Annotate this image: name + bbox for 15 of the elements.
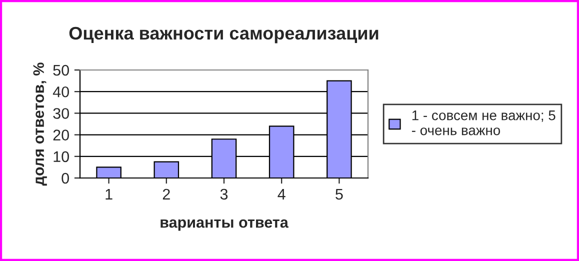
- y-tick-label: 20: [53, 130, 69, 140]
- x-tick-label: 5: [336, 188, 343, 200]
- y-tick-label: 30: [53, 108, 69, 119]
- y-axis-title: доля ответов, %: [33, 62, 47, 186]
- y-tick-label: 50: [53, 64, 69, 76]
- legend-label: 1 - совсем не важно; 5 - очень важно: [412, 110, 556, 136]
- chart-title: Оценка важности самореализации: [69, 26, 378, 44]
- x-tick-label: 1: [106, 188, 112, 200]
- y-tick-label: 0: [62, 172, 69, 184]
- y-tick-label: 10: [54, 151, 69, 162]
- y-tick-label: 40: [52, 86, 69, 98]
- x-tick-label: 4: [278, 188, 286, 200]
- x-tick-label: 2: [162, 188, 170, 200]
- x-axis-title: варианты ответа: [160, 219, 288, 231]
- x-tick-label: 3: [220, 188, 228, 200]
